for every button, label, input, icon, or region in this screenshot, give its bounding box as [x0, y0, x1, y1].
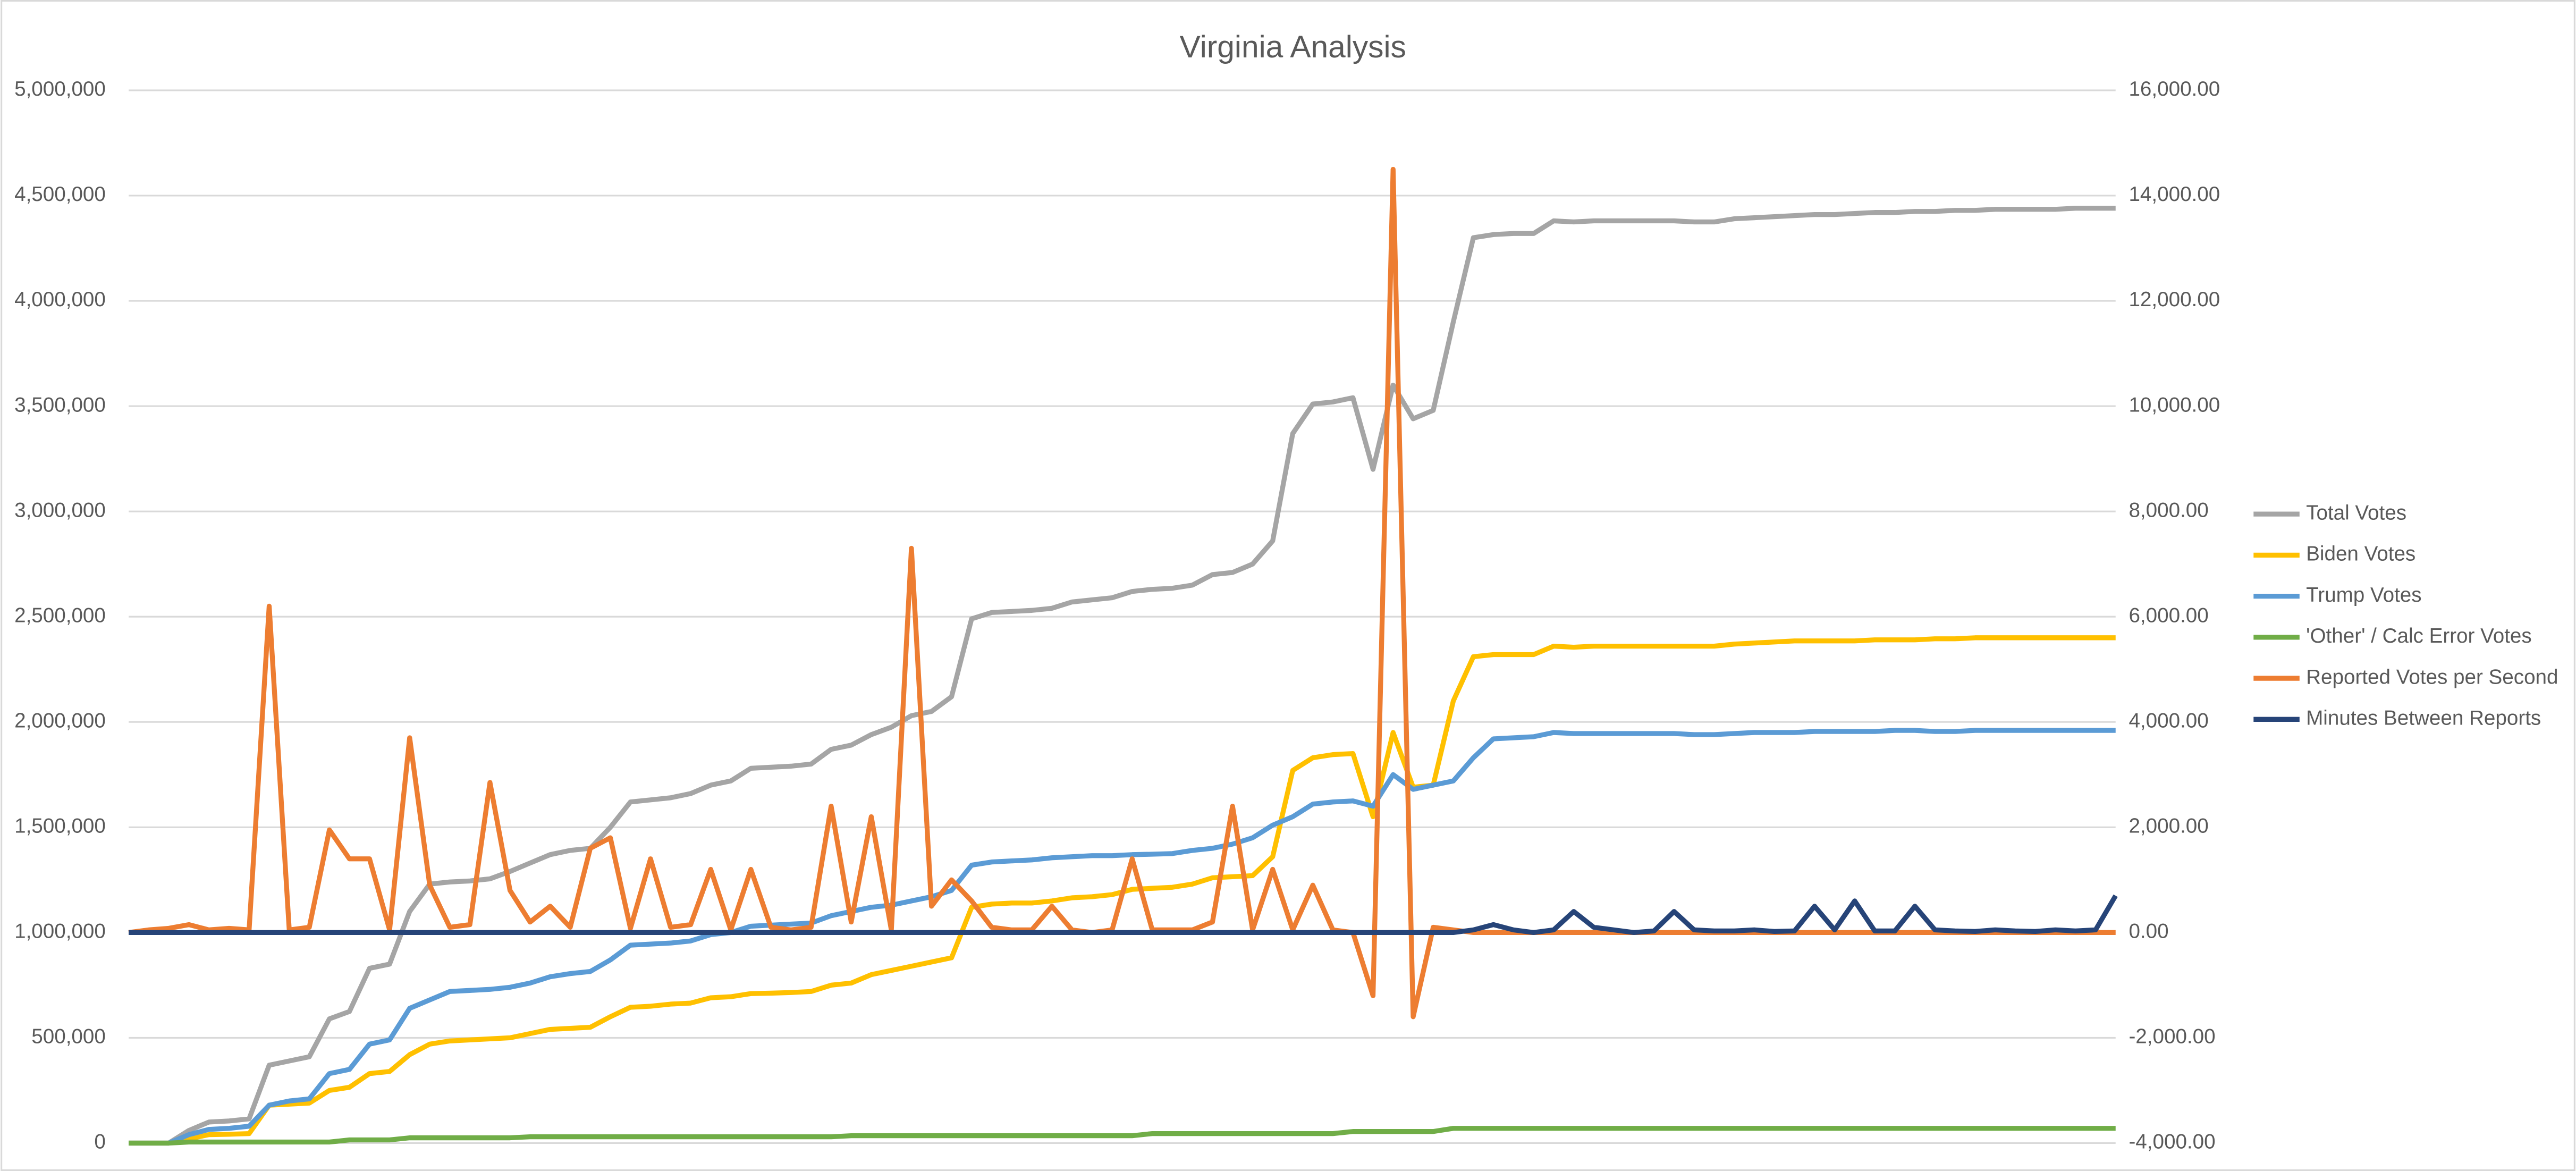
y2-tick-label: 6,000.00: [2129, 604, 2208, 627]
y-tick-label: 0: [94, 1131, 105, 1153]
legend-label: Trump Votes: [2306, 584, 2421, 606]
y2-tick-label: 4,000.00: [2129, 709, 2208, 732]
y-tick-label: 2,000,000: [14, 709, 106, 732]
y-tick-label: 2,500,000: [14, 604, 106, 627]
chart-title: Virginia Analysis: [1180, 30, 1406, 64]
y-tick-label: 3,000,000: [14, 499, 106, 521]
y-tick-label: 4,500,000: [14, 183, 106, 206]
legend-label: Reported Votes per Second: [2306, 665, 2558, 688]
series-line: [129, 1126, 2116, 1146]
y-tick-label: 500,000: [31, 1025, 106, 1048]
y-tick-label: 4,000,000: [14, 288, 106, 311]
y2-tick-label: 0.00: [2129, 920, 2168, 943]
legend-label: 'Other' / Calc Error Votes: [2306, 625, 2532, 647]
y2-tick-label: 14,000.00: [2129, 183, 2220, 206]
y2-tick-label: 12,000.00: [2129, 288, 2220, 311]
legend-label: Total Votes: [2306, 501, 2406, 524]
y2-tick-label: 10,000.00: [2129, 393, 2220, 416]
y2-tick-label: 2,000.00: [2129, 815, 2208, 838]
series-line: [129, 894, 2118, 936]
legend-label: Biden Votes: [2306, 543, 2415, 566]
y-tick-label: 1,000,000: [14, 920, 106, 943]
y-tick-label: 3,500,000: [14, 393, 106, 416]
y-tick-label: 1,500,000: [14, 815, 106, 838]
y2-tick-label: -4,000.00: [2129, 1131, 2215, 1153]
series-line: [129, 206, 2116, 1146]
y2-tick-label: -2,000.00: [2129, 1025, 2215, 1048]
legend-label: Minutes Between Reports: [2306, 707, 2541, 730]
series-line: [129, 728, 2116, 1146]
y2-tick-label: 16,000.00: [2129, 78, 2220, 100]
y2-tick-label: 8,000.00: [2129, 499, 2208, 521]
y-tick-label: 5,000,000: [14, 78, 106, 100]
